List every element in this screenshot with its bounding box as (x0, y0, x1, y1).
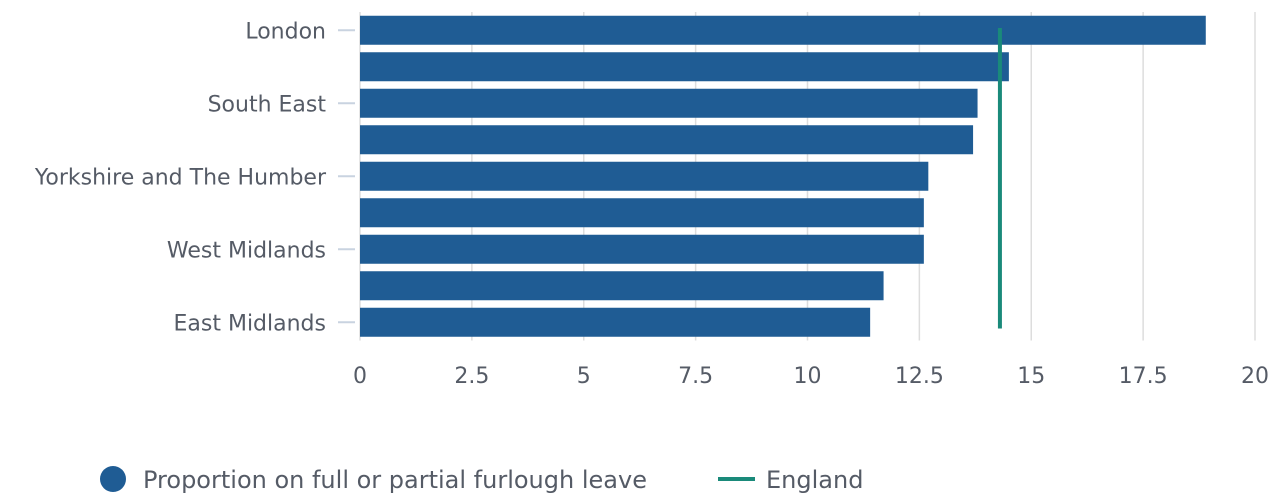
x-tick-label: 15 (1017, 364, 1045, 389)
category-labels: London South East Yorkshire and The Humber… (34, 19, 355, 336)
category-label: East Midlands (174, 311, 327, 336)
x-tick-label: 5 (577, 364, 591, 389)
bar (360, 198, 924, 228)
bar (360, 52, 1009, 82)
bar (360, 271, 884, 301)
bar (360, 234, 924, 264)
bar (360, 125, 974, 155)
x-tick-label: 7.5 (678, 364, 713, 389)
x-tick-label: 0 (353, 364, 367, 389)
legend: Proportion on full or partial furlough l… (100, 466, 863, 494)
bar (360, 161, 929, 191)
bar (360, 307, 871, 337)
category-label: West Midlands (167, 238, 326, 263)
bar (360, 88, 978, 118)
legend-bar-label: Proportion on full or partial furlough l… (143, 466, 647, 494)
x-tick-label: 2.5 (454, 364, 489, 389)
category-label: Yorkshire and The Humber (34, 165, 327, 190)
category-label: London (245, 19, 326, 44)
legend-bar-swatch (100, 466, 126, 492)
category-label: South East (208, 92, 327, 117)
x-tick-labels: 0 2.5 5 7.5 10 12.5 15 17.5 20 (353, 364, 1269, 389)
bar (360, 15, 1206, 45)
x-tick-label: 10 (794, 364, 822, 389)
legend-england-label: England (766, 466, 863, 494)
x-tick-label: 12.5 (895, 364, 944, 389)
x-tick-label: 17.5 (1119, 364, 1168, 389)
x-tick-label: 20 (1241, 364, 1269, 389)
bars (360, 15, 1206, 337)
